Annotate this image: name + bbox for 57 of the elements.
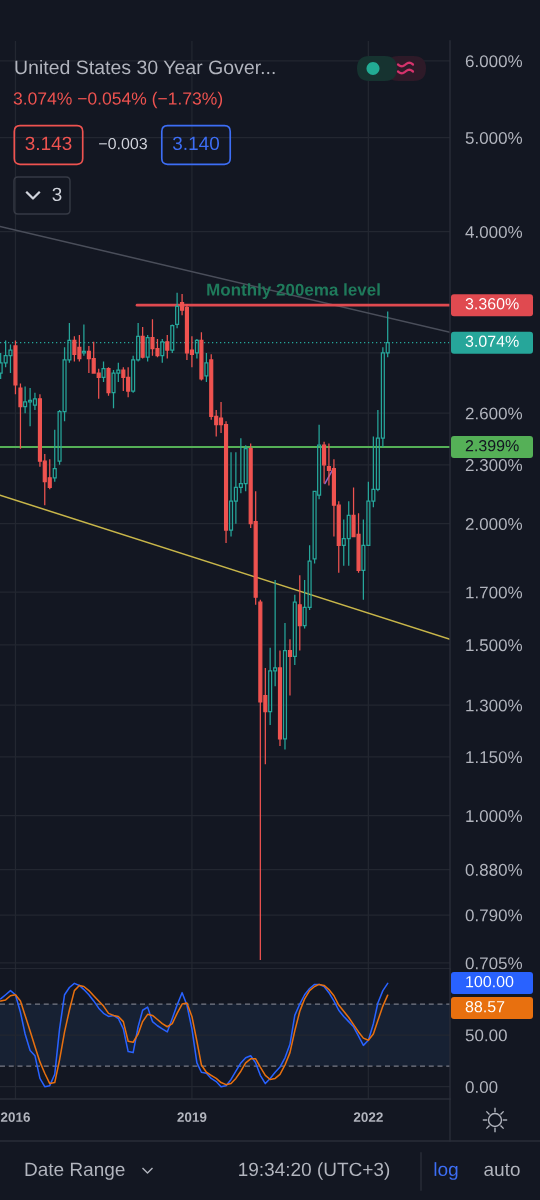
annotation: 3.140: [172, 136, 220, 151]
y-tick-label: 1.150%: [466, 751, 523, 764]
candlestick: [287, 638, 293, 697]
annotation: −0.003: [99, 137, 147, 150]
y-tick-label: 1.000%: [466, 810, 523, 823]
text: auto: [484, 1163, 520, 1177]
y-tick-label: 0.705%: [465, 957, 523, 970]
candlestick: [346, 500, 351, 567]
candlestick: [140, 326, 145, 360]
y-tick-label: 5.000%: [465, 131, 523, 145]
candlestick: [72, 335, 77, 363]
candlestick: [165, 334, 170, 360]
y-tick-label: 50.00: [465, 1029, 507, 1042]
candlestick: [18, 382, 23, 450]
text: 3.074% −0.054% (−1.73%): [13, 91, 223, 109]
candlestick: [277, 649, 283, 747]
text: 88.57: [465, 1000, 505, 1013]
y-tick-label: 1.500%: [466, 639, 523, 652]
text: log: [434, 1162, 458, 1180]
y-tick-label: 2.600%: [465, 407, 523, 420]
data-label: 3.360%: [465, 298, 519, 310]
x-tick-label: 2019: [177, 1112, 207, 1122]
candlestick: [106, 366, 111, 397]
x-tick-label: 2022: [353, 1112, 383, 1122]
candlestick: [170, 323, 175, 354]
candlestick: [175, 292, 180, 329]
y-tick-label: 1.300%: [466, 699, 523, 712]
y-tick-label: 0.00: [465, 1080, 498, 1094]
candlestick: [52, 429, 57, 483]
y-tick-label: 2.000%: [465, 518, 523, 531]
text: Date Range: [25, 1162, 125, 1180]
x-tick-label: 2016: [0, 1112, 30, 1122]
annotation: 3: [52, 187, 62, 202]
candlestick: [199, 331, 204, 382]
y-tick-label: 2.300%: [465, 459, 523, 472]
candlestick: [297, 574, 302, 652]
candlestick: [282, 622, 288, 751]
candlestick: [8, 343, 13, 374]
text: 100.00: [466, 975, 514, 988]
candlestick: [292, 594, 297, 666]
y-tick-label: 0.880%: [465, 863, 523, 876]
y-tick-label: 4.000%: [465, 225, 523, 239]
y-tick-label: 1.700%: [466, 586, 523, 599]
text: 19:34:20 (UTC+3): [239, 1162, 390, 1180]
series-label: Monthly 200ema level: [207, 283, 380, 300]
candlestick: [228, 451, 234, 538]
annotation: 3.143: [25, 136, 72, 151]
y-tick-label: 6.000%: [465, 55, 523, 68]
y-tick-label: 0.790%: [465, 909, 523, 922]
candlestick: [322, 441, 327, 485]
text: United States 30 Year Gover...: [15, 59, 275, 75]
ref-line-label: 2.399%: [465, 440, 519, 452]
candlestick: [101, 360, 106, 383]
candlestick: [13, 339, 18, 395]
candlestick: [204, 352, 209, 383]
candlestick: [258, 599, 263, 961]
ref-line-label: 3.074%: [465, 335, 519, 347]
